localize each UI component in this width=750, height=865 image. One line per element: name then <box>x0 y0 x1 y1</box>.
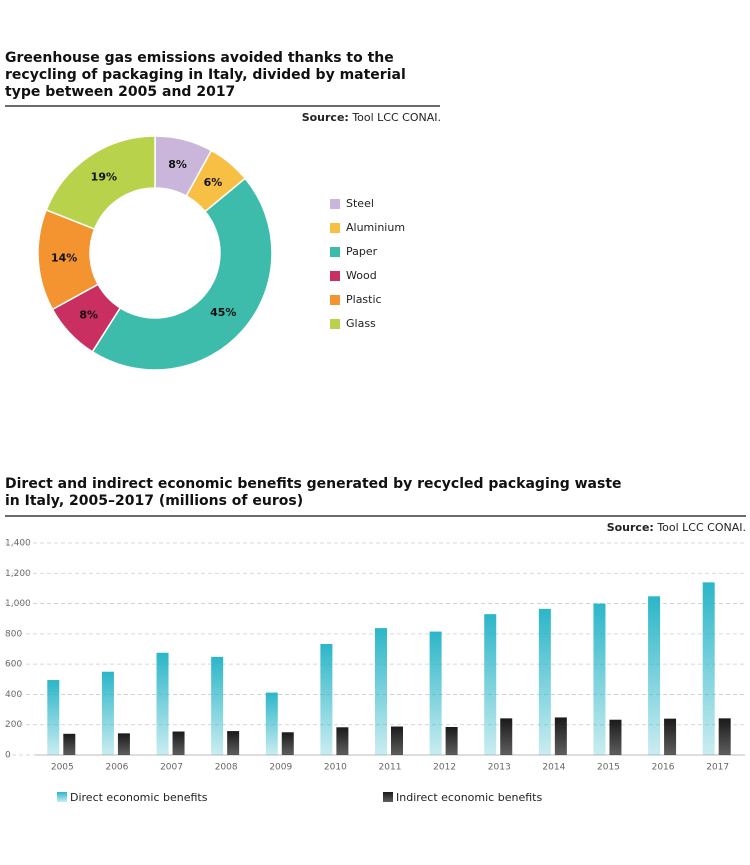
legend-swatch <box>330 247 340 257</box>
legend-swatch <box>57 792 67 802</box>
slice-label: 6% <box>204 176 223 189</box>
legend-label: Plastic <box>346 293 382 306</box>
y-tick-label: 1,400 <box>5 539 31 549</box>
y-tick-label: 600 <box>5 660 22 670</box>
bar <box>265 692 278 755</box>
bar <box>281 732 294 755</box>
x-tick-label: 2014 <box>542 763 565 773</box>
x-tick-label: 2008 <box>215 763 238 773</box>
bar <box>63 733 76 755</box>
bar <box>47 680 60 755</box>
bar <box>648 596 661 755</box>
bar <box>429 631 442 755</box>
legend-swatch <box>330 223 340 233</box>
x-tick-label: 2016 <box>652 763 675 773</box>
bar <box>101 671 114 755</box>
slice-label: 8% <box>79 308 98 321</box>
bar <box>593 603 606 755</box>
bar <box>117 733 130 755</box>
x-tick-label: 2005 <box>51 763 74 773</box>
bar <box>554 717 567 755</box>
x-tick-label: 2006 <box>105 763 128 773</box>
source: Source: Tool LCC CONAI. <box>607 521 746 534</box>
source-label: Source: <box>302 111 349 124</box>
legend-swatch <box>330 295 340 305</box>
legend-label: Direct economic benefits <box>70 791 208 804</box>
legend-label: Aluminium <box>346 221 405 234</box>
x-tick-label: 2013 <box>488 763 511 773</box>
chart-title: Greenhouse gas emissions avoided thanks … <box>5 50 406 100</box>
slice-label: 14% <box>51 252 77 265</box>
bar <box>538 608 551 755</box>
bar <box>500 718 513 755</box>
bar <box>702 582 715 755</box>
legend-swatch <box>383 792 393 802</box>
y-tick-label: 800 <box>5 629 22 639</box>
x-tick-label: 2012 <box>433 763 456 773</box>
bar <box>664 718 677 755</box>
y-tick-label: 0 <box>5 751 11 761</box>
slice-label: 19% <box>91 171 117 184</box>
bar <box>172 731 185 755</box>
slice-label: 45% <box>210 306 236 319</box>
pie-slice <box>45 135 156 231</box>
source-text: Tool LCC CONAI. <box>656 521 746 534</box>
legend-swatch <box>330 319 340 329</box>
y-tick-label: 200 <box>5 720 22 730</box>
legend-label: Indirect economic benefits <box>396 791 542 804</box>
x-tick-label: 2017 <box>706 763 729 773</box>
source: Source: Tool LCC CONAI. <box>302 111 441 124</box>
y-tick-label: 400 <box>5 690 22 700</box>
bar <box>484 614 497 755</box>
x-tick-label: 2015 <box>597 763 620 773</box>
source-label: Source: <box>607 521 654 534</box>
bar <box>445 726 458 755</box>
bar <box>211 656 224 755</box>
chart-title: Direct and indirect economic benefits ge… <box>5 476 622 509</box>
legend-label: Steel <box>346 197 374 210</box>
legend-label: Paper <box>346 245 378 258</box>
bar <box>609 719 622 755</box>
bar <box>391 726 403 755</box>
x-tick-label: 2007 <box>160 763 183 773</box>
legend-swatch <box>330 271 340 281</box>
legend-label: Wood <box>346 269 377 282</box>
bar <box>156 652 169 755</box>
legend-swatch <box>330 199 340 209</box>
y-tick-label: 1,000 <box>5 599 31 609</box>
bar <box>718 718 731 755</box>
source-text: Tool LCC CONAI. <box>351 111 441 124</box>
bar <box>375 628 387 755</box>
slice-label: 8% <box>168 158 187 171</box>
x-tick-label: 2009 <box>269 763 292 773</box>
x-tick-label: 2011 <box>379 763 402 773</box>
x-tick-label: 2010 <box>324 763 347 773</box>
bar <box>227 731 240 755</box>
pie-slice <box>91 177 273 371</box>
bar <box>320 644 333 755</box>
legend-label: Glass <box>346 317 376 330</box>
y-tick-label: 1,200 <box>5 569 31 579</box>
bar <box>336 727 349 755</box>
